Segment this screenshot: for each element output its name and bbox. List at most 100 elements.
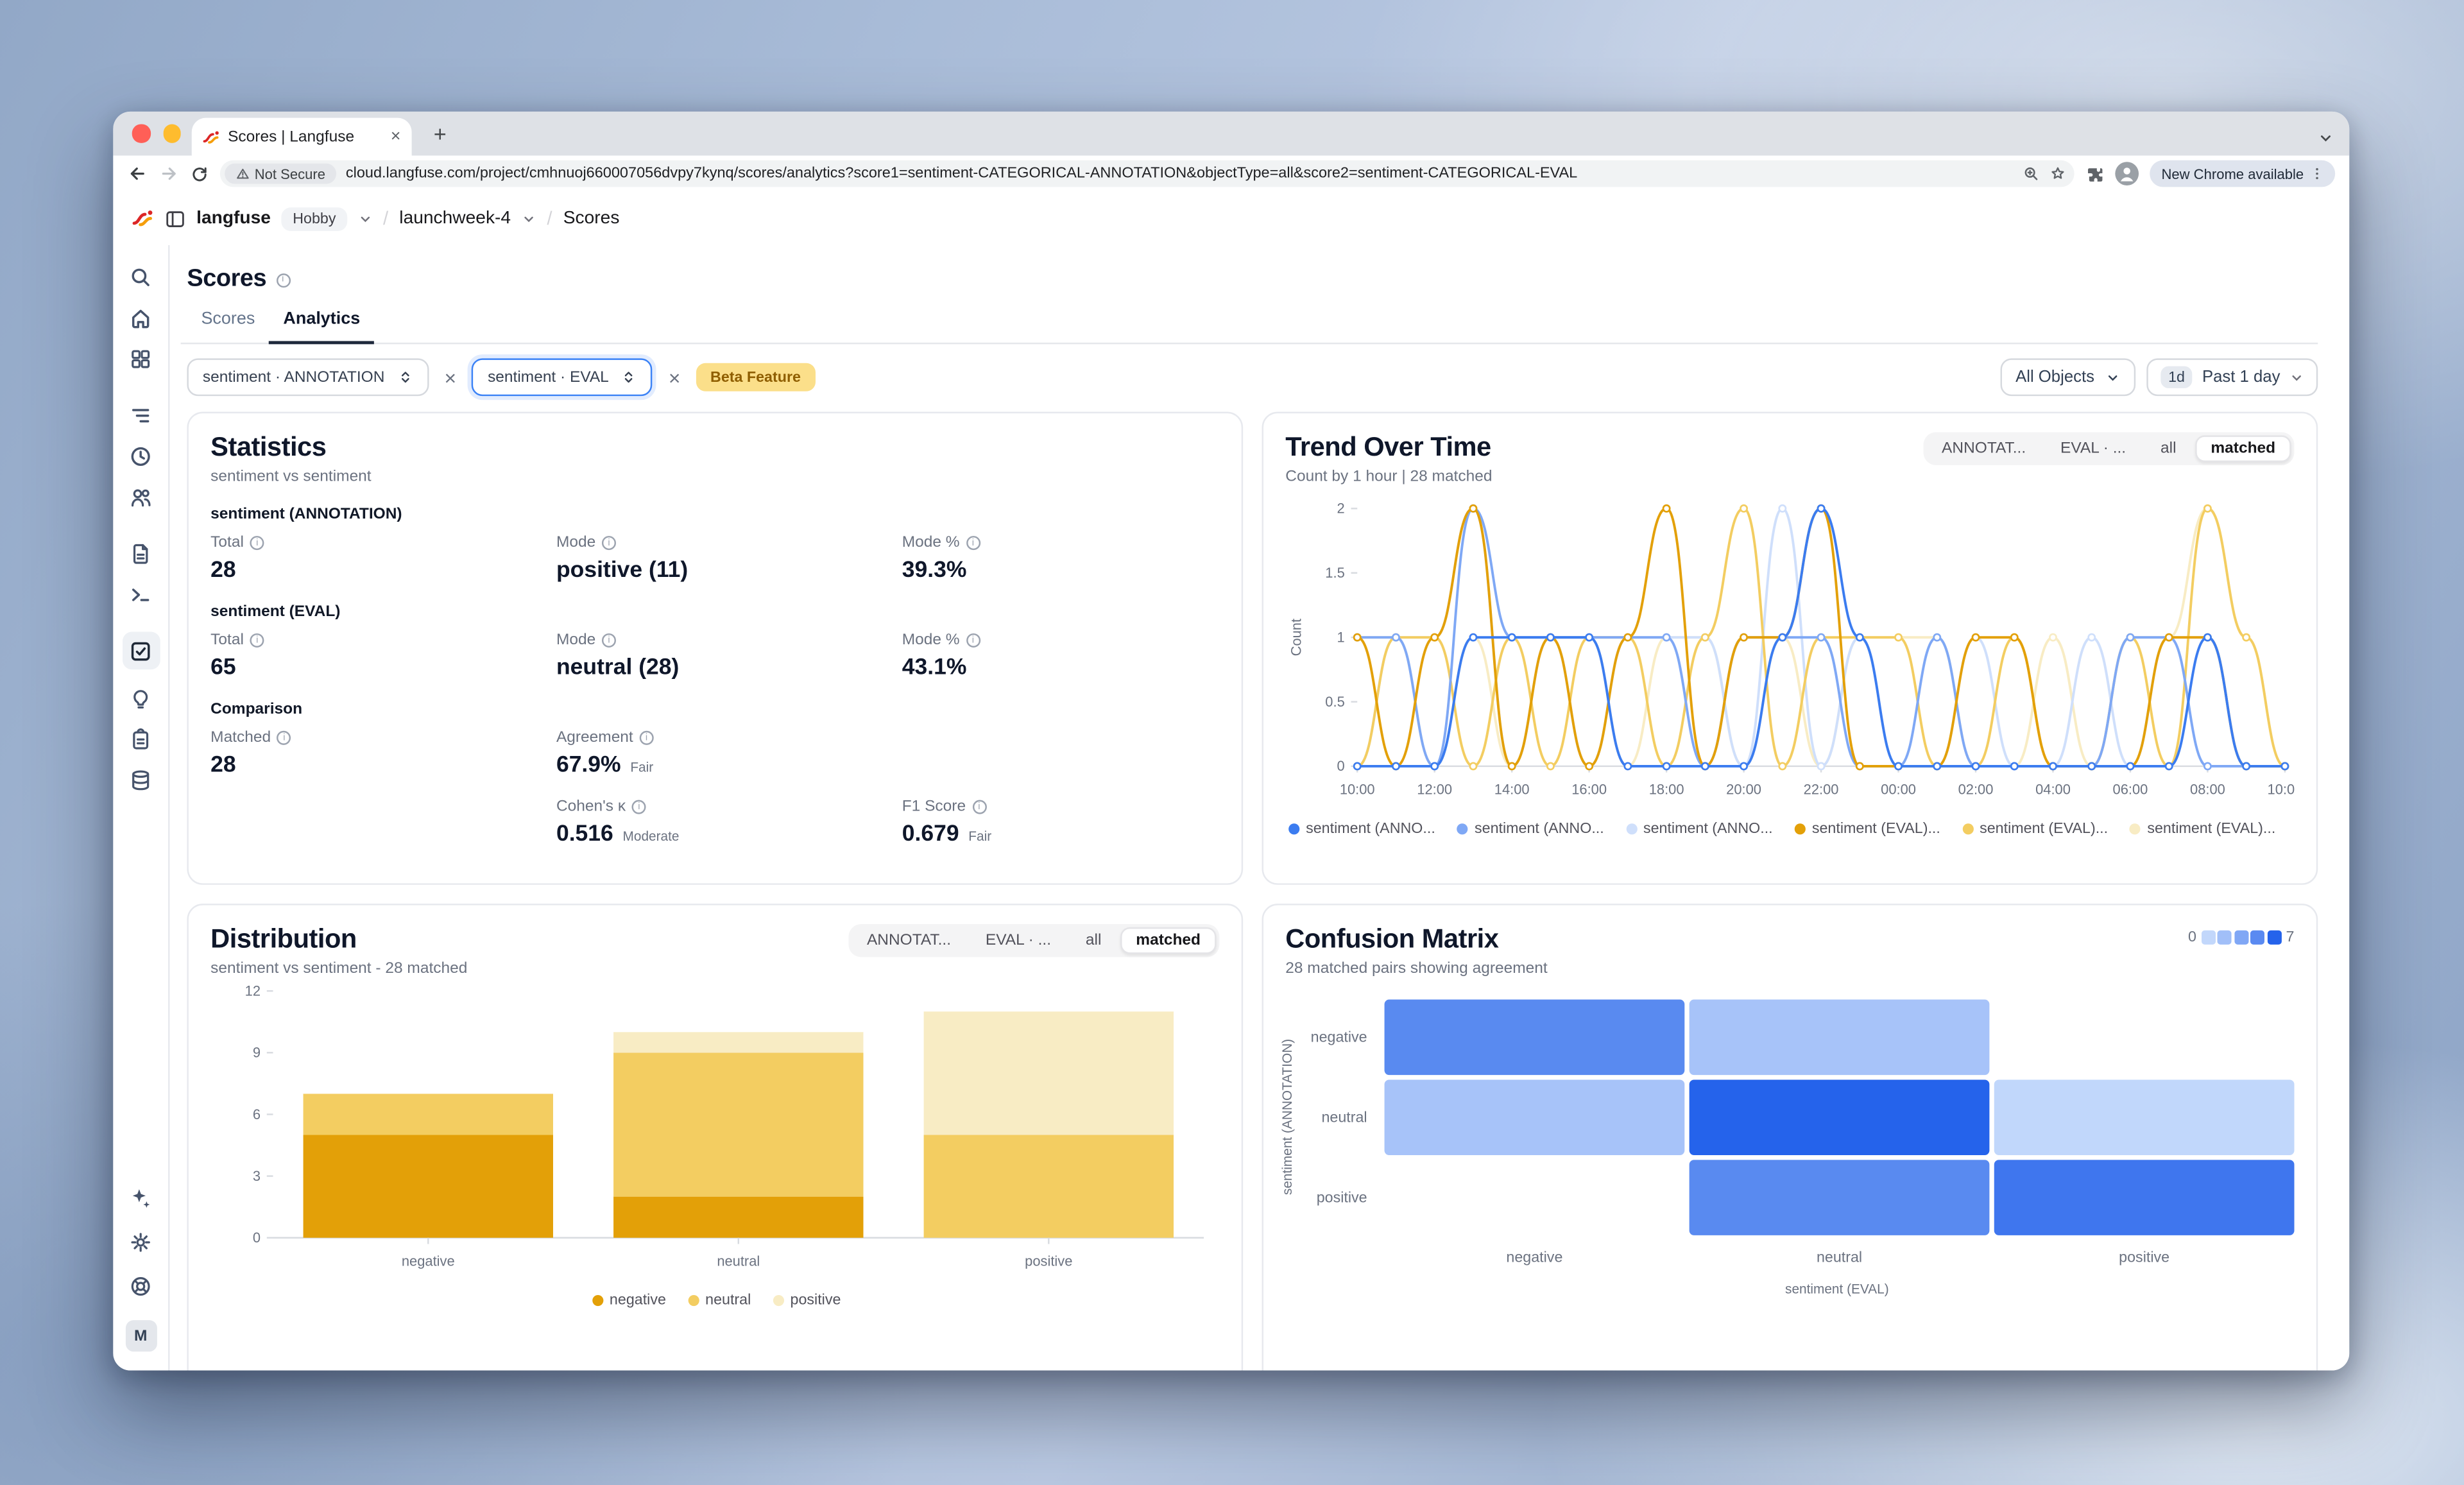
chrome-update-button[interactable]: New Chrome available	[2150, 160, 2336, 187]
time-range-select[interactable]: 1d Past 1 day	[2146, 358, 2318, 397]
remove-score2-button[interactable]: ×	[668, 365, 681, 390]
zoom-icon[interactable]	[2023, 165, 2041, 182]
search-icon[interactable]	[129, 266, 153, 289]
toggle-annotation[interactable]: ANNOTAT...	[866, 932, 952, 950]
matrix-col-label: positive	[2119, 1249, 2170, 1267]
upgrade-sparkles-icon[interactable]	[129, 1187, 153, 1210]
playground-terminal-icon[interactable]	[129, 583, 153, 607]
info-icon[interactable]	[250, 633, 264, 648]
breadcrumb-section[interactable]: Scores	[563, 209, 620, 228]
bookmark-star-icon[interactable]	[2050, 165, 2067, 182]
dashboards-grid-icon[interactable]	[129, 347, 153, 371]
confusion-cell[interactable]	[1994, 1160, 2295, 1235]
info-icon[interactable]	[966, 633, 980, 648]
extensions-puzzle-icon[interactable]	[2086, 164, 2105, 183]
confusion-cell[interactable]	[1689, 999, 1990, 1076]
page-tabs: Scores Analytics	[180, 309, 2318, 345]
sessions-clock-icon[interactable]	[129, 445, 153, 468]
confusion-card: Confusion Matrix 28 matched pairs showin…	[1262, 904, 2318, 1371]
toggle-all[interactable]: all	[2160, 440, 2177, 458]
info-icon[interactable]	[631, 800, 646, 814]
confusion-subtitle: 28 matched pairs showing agreement	[1285, 960, 1548, 978]
svg-text:0.5: 0.5	[1325, 694, 1344, 710]
scores-nav-active[interactable]	[121, 631, 160, 670]
project-switcher-chevron-icon[interactable]	[522, 211, 536, 225]
warning-icon	[237, 168, 249, 179]
info-icon[interactable]	[639, 730, 654, 745]
toggle-matched[interactable]: matched	[1120, 927, 1217, 954]
browser-tab[interactable]: Scores | Langfuse ×	[191, 117, 412, 156]
svg-text:positive: positive	[1025, 1253, 1072, 1269]
info-icon[interactable]	[966, 536, 980, 551]
metric-matched: Matched 28	[210, 729, 556, 778]
info-icon[interactable]	[275, 272, 290, 287]
storage-database-icon[interactable]	[129, 769, 153, 793]
close-window-button[interactable]	[132, 124, 150, 142]
forward-button[interactable]	[158, 164, 179, 184]
settings-gear-icon[interactable]	[129, 1231, 153, 1255]
kebab-menu-icon	[2316, 167, 2318, 180]
address-bar[interactable]: Not Secure cloud.langfuse.com/project/cm…	[219, 160, 2075, 187]
users-icon[interactable]	[129, 486, 153, 510]
browser-tab-strip: Scores | Langfuse × +	[113, 111, 2350, 156]
score1-select[interactable]: sentiment · ANNOTATION	[187, 358, 429, 397]
info-icon[interactable]	[277, 730, 291, 745]
info-icon[interactable]	[971, 800, 986, 814]
confusion-cell[interactable]	[1384, 999, 1685, 1076]
toggle-all[interactable]: all	[1085, 932, 1102, 950]
favicon-langfuse-icon	[203, 130, 219, 143]
legend-item: positive	[773, 1292, 841, 1309]
svg-text:negative: negative	[402, 1253, 455, 1269]
toggle-eval[interactable]: EVAL · ...	[985, 932, 1052, 950]
eval-section-heading: sentiment (EVAL)	[210, 603, 341, 621]
support-lifebuoy-icon[interactable]	[129, 1275, 153, 1298]
confusion-cell[interactable]	[1384, 1079, 1685, 1155]
tab-analytics[interactable]: Analytics	[269, 309, 375, 345]
tab-scores[interactable]: Scores	[201, 309, 255, 329]
confusion-cell[interactable]	[1385, 1160, 1685, 1235]
tab-search-chevron-icon[interactable]	[2318, 126, 2333, 154]
account-avatar[interactable]: M	[124, 1320, 157, 1352]
confusion-x-axis-label: sentiment (EVAL)	[1785, 1280, 1889, 1297]
project-name[interactable]: launchweek-4	[399, 209, 511, 228]
sidebar-toggle-icon[interactable]	[165, 208, 185, 228]
org-switcher-chevron-icon[interactable]	[358, 211, 372, 225]
breadcrumb-separator: /	[382, 207, 389, 230]
url-text[interactable]: cloud.langfuse.com/project/cmhnuoj660007…	[345, 165, 1578, 183]
reload-button[interactable]	[190, 164, 209, 183]
datasets-clipboard-icon[interactable]	[129, 728, 153, 751]
info-icon[interactable]	[601, 536, 617, 551]
confusion-cell[interactable]	[1689, 1160, 1990, 1235]
metric-value: positive (11)	[556, 558, 689, 583]
not-secure-chip[interactable]: Not Secure	[225, 163, 337, 184]
back-button[interactable]	[127, 164, 148, 184]
confusion-cell[interactable]	[1994, 1079, 2295, 1155]
tab-close-icon[interactable]: ×	[390, 126, 401, 146]
distribution-card: Distribution sentiment vs sentiment - 28…	[187, 904, 1244, 1371]
trend-line-chart[interactable]: 0 0.5 1 1.5 2 10:00 12:00 14:00 16:00 18:00 20:00 2…	[1285, 486, 2295, 808]
score2-select[interactable]: sentiment · EVAL	[472, 358, 653, 397]
toggle-eval[interactable]: EVAL · ...	[2060, 440, 2126, 458]
remove-score1-button[interactable]: ×	[444, 365, 457, 390]
home-icon[interactable]	[129, 307, 153, 330]
info-icon[interactable]	[250, 536, 264, 551]
confusion-cell[interactable]	[1994, 1000, 2295, 1076]
confusion-cell[interactable]	[1689, 1079, 1990, 1155]
info-icon[interactable]	[601, 633, 617, 648]
chevron-down-icon	[2105, 370, 2119, 384]
prompts-file-icon[interactable]	[129, 542, 153, 566]
tracing-list-icon[interactable]	[129, 404, 153, 427]
main-area: M Scores Scores Analytics sentiment · AN…	[113, 245, 2350, 1371]
evaluators-lightbulb-icon[interactable]	[129, 687, 153, 710]
toggle-matched[interactable]: matched	[2194, 435, 2291, 462]
profile-avatar[interactable]	[2116, 162, 2140, 185]
minimize-window-button[interactable]	[162, 124, 181, 142]
toggle-annotation[interactable]: ANNOTAT...	[1942, 440, 2026, 458]
new-tab-button[interactable]: +	[433, 121, 447, 146]
object-type-select[interactable]: All Objects	[1999, 358, 2135, 397]
org-name[interactable]: langfuse	[196, 209, 271, 228]
distribution-bar-chart[interactable]: 0 3 6 9 12 negative neutral positive	[210, 977, 1219, 1279]
filter-bar: sentiment · ANNOTATION × sentiment · EVA…	[181, 358, 2318, 397]
